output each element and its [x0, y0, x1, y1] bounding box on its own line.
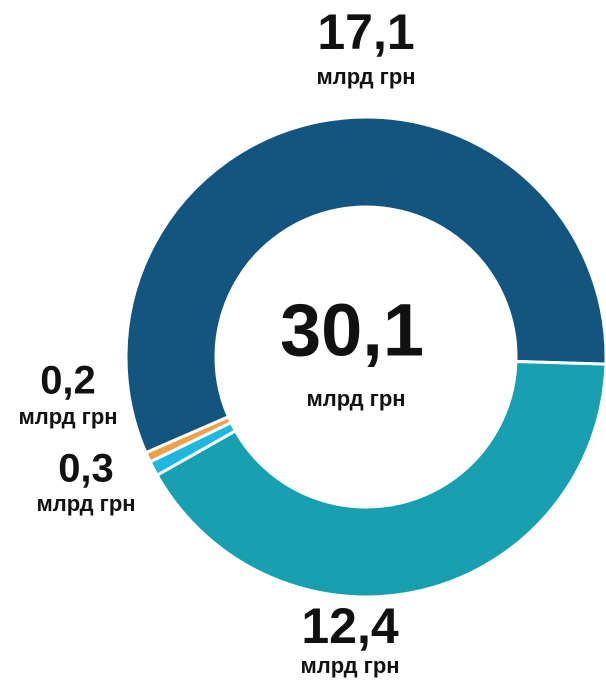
center-total: 30,1 — [280, 289, 424, 372]
slices — [124, 115, 606, 599]
value-label: 0,3 — [58, 447, 114, 491]
unit-label: млрд грн — [300, 653, 399, 678]
value-label: 12,4 — [301, 598, 399, 654]
slice — [155, 359, 606, 599]
value-label: 0,2 — [40, 359, 96, 403]
unit-label: млрд грн — [18, 404, 117, 429]
value-label: 17,1 — [317, 4, 414, 60]
unit-label: млрд грн — [36, 491, 135, 516]
unit-label: млрд грн — [316, 64, 415, 89]
center-unit: млрд грн — [306, 386, 405, 411]
slice — [143, 414, 234, 464]
slice — [124, 115, 606, 455]
